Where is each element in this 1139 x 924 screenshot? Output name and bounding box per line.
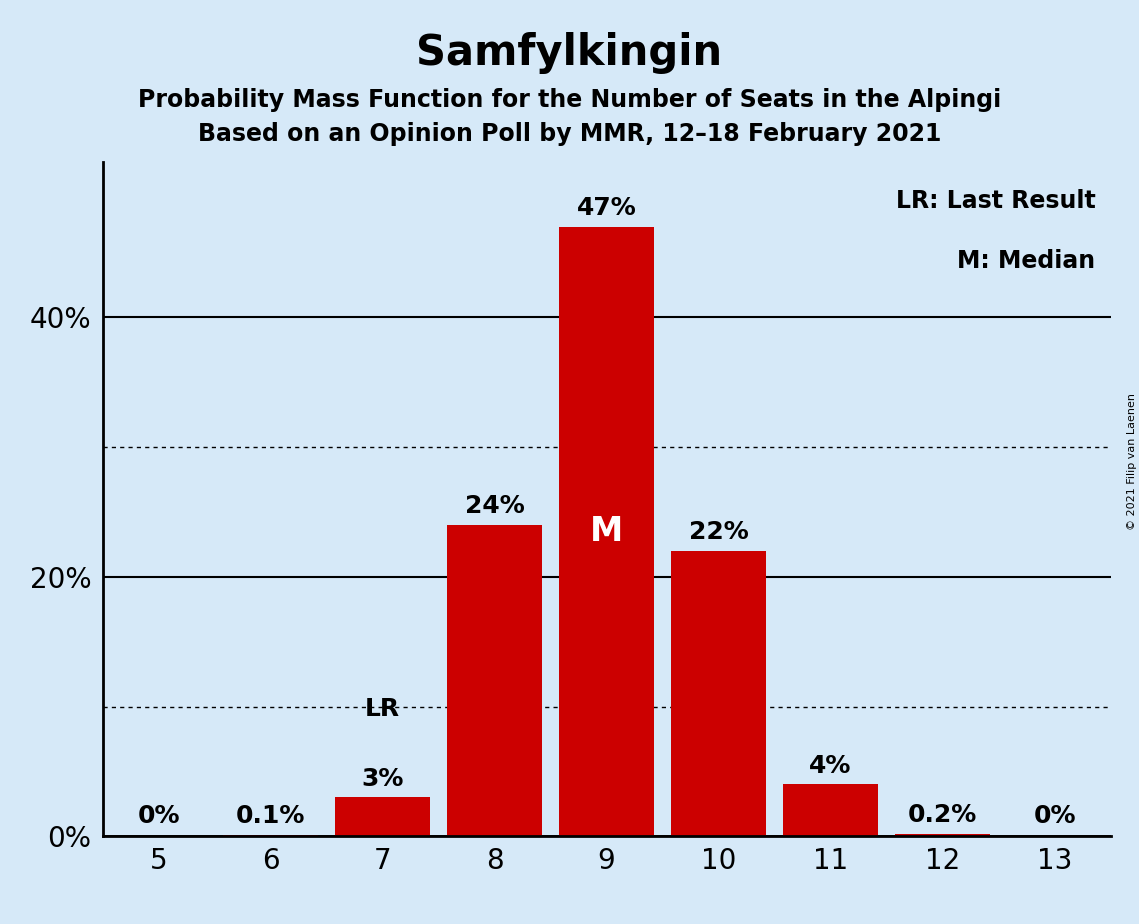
Bar [559,226,654,836]
Bar [223,835,318,836]
Bar [895,833,990,836]
Text: 0.1%: 0.1% [236,805,305,829]
Bar [782,784,878,836]
Text: 24%: 24% [465,494,524,518]
Bar [671,551,767,836]
Text: 47%: 47% [576,196,637,220]
Text: Probability Mass Function for the Number of Seats in the Alpingi: Probability Mass Function for the Number… [138,88,1001,112]
Text: 0%: 0% [1033,805,1075,829]
Text: LR: Last Result: LR: Last Result [895,188,1096,213]
Bar [446,525,542,836]
Text: LR: LR [364,697,400,721]
Text: Based on an Opinion Poll by MMR, 12–18 February 2021: Based on an Opinion Poll by MMR, 12–18 F… [198,122,941,146]
Text: 0%: 0% [138,805,180,829]
Text: 3%: 3% [361,767,403,791]
Text: © 2021 Filip van Laenen: © 2021 Filip van Laenen [1126,394,1137,530]
Text: 4%: 4% [810,754,852,778]
Text: 22%: 22% [689,520,748,544]
Bar [335,797,431,836]
Text: 0.2%: 0.2% [908,803,977,827]
Text: Samfylkingin: Samfylkingin [417,32,722,74]
Text: M: Median: M: Median [957,249,1096,274]
Text: M: M [590,515,623,548]
